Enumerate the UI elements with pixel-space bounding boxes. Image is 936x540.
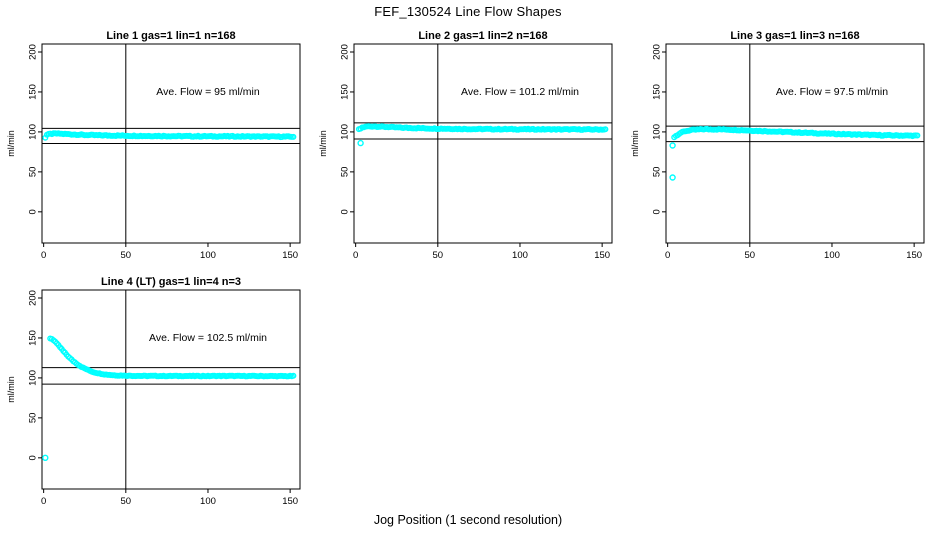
x-tick-label: 100	[824, 250, 840, 261]
outlier-point	[42, 454, 49, 462]
panel-line-3: Line 3 gas=1 lin=3 n=168 Ave. Flow = 97.…	[624, 28, 936, 274]
plot-box	[353, 43, 613, 244]
data-point	[602, 126, 609, 133]
ave-flow-annotation: Ave. Flow = 102.5 ml/min	[149, 332, 267, 344]
x-tick-label: 50	[121, 250, 132, 261]
data-point	[290, 133, 297, 140]
panel-line-2: Line 2 gas=1 lin=2 n=168 Ave. Flow = 101…	[312, 28, 624, 274]
data-point	[290, 372, 297, 379]
panel-line-1: Line 1 gas=1 lin=1 n=168 Ave. Flow = 95 …	[0, 28, 312, 274]
y-tick-label: 200	[28, 44, 39, 60]
x-tick-label: 150	[282, 496, 298, 507]
figure-title: FEF_130524 Line Flow Shapes	[374, 4, 562, 19]
y-tick-label: 50	[28, 167, 39, 178]
panel-title: Line 3 gas=1 lin=3 n=168	[730, 30, 860, 42]
x-tick-label: 100	[512, 250, 528, 261]
data-points	[671, 125, 921, 141]
data-points	[47, 335, 297, 380]
x-tick-label: 150	[906, 250, 922, 261]
y-tick-label: 100	[652, 124, 663, 140]
y-tick-label: 150	[652, 84, 663, 100]
y-axis-title: ml/min	[6, 376, 16, 403]
ave-flow-annotation: Ave. Flow = 95 ml/min	[156, 86, 260, 98]
plot-area-line-4: 0 50 100 150 0 50 100 150 200 ml/min	[6, 289, 301, 507]
x-tick-label: 150	[282, 250, 298, 261]
x-axis-label: Jog Position (1 second resolution)	[373, 513, 563, 527]
x-tick-label: 100	[200, 250, 216, 261]
y-axis-title: ml/min	[6, 130, 16, 157]
panel-line-4: Line 4 (LT) gas=1 lin=4 n=3 Ave. Flow = …	[0, 274, 312, 520]
x-tick-label: 50	[433, 250, 444, 261]
data-point	[914, 132, 921, 139]
y-axis-title: ml/min	[630, 130, 640, 157]
outlier-point	[669, 142, 676, 149]
plot-area-line-2: 0 50 100 150 0 50 100 150 200 ml/min	[318, 43, 613, 261]
plot-box	[41, 289, 301, 490]
y-tick-label: 0	[652, 209, 663, 214]
plot-box	[665, 43, 925, 244]
panel-title: Line 1 gas=1 lin=1 n=168	[106, 30, 236, 42]
y-axis-title: ml/min	[318, 130, 328, 157]
ave-flow-annotation: Ave. Flow = 97.5 ml/min	[775, 86, 889, 98]
y-tick-label: 100	[28, 370, 39, 386]
x-tick-label: 50	[121, 496, 132, 507]
ave-flow-annotation: Ave. Flow = 101.2 ml/min	[461, 86, 579, 98]
y-tick-label: 150	[340, 84, 351, 100]
y-tick-label: 0	[28, 455, 39, 460]
panel-title: Line 4 (LT) gas=1 lin=4 n=3	[100, 276, 242, 288]
y-tick-label: 150	[28, 84, 39, 100]
y-tick-label: 200	[340, 44, 351, 60]
x-tick-label: 0	[41, 250, 46, 261]
data-points	[355, 123, 609, 133]
y-tick-label: 50	[652, 167, 663, 178]
x-tick-label: 0	[353, 250, 358, 261]
plot-area-line-1: 0 50 100 150 0 50 100 150 200 ml/min	[6, 43, 301, 261]
y-tick-label: 0	[28, 209, 39, 214]
y-tick-label: 150	[28, 330, 39, 346]
data-points	[42, 130, 297, 141]
y-tick-label: 100	[340, 124, 351, 140]
y-tick-label: 50	[28, 413, 39, 424]
x-tick-label: 150	[594, 250, 610, 261]
y-tick-label: 50	[340, 167, 351, 178]
plot-area-line-3: 0 50 100 150 0 50 100 150 200 ml/min	[630, 43, 925, 261]
x-tick-label: 0	[41, 496, 46, 507]
x-tick-label: 0	[665, 250, 670, 261]
outlier-point	[357, 139, 364, 147]
x-tick-label: 50	[745, 250, 756, 261]
y-tick-label: 200	[652, 44, 663, 60]
y-tick-label: 100	[28, 124, 39, 140]
y-tick-label: 0	[340, 209, 351, 214]
y-tick-label: 200	[28, 290, 39, 306]
outlier-point	[669, 174, 676, 181]
panel-title: Line 2 gas=1 lin=2 n=168	[418, 30, 548, 42]
x-tick-label: 100	[200, 496, 216, 507]
